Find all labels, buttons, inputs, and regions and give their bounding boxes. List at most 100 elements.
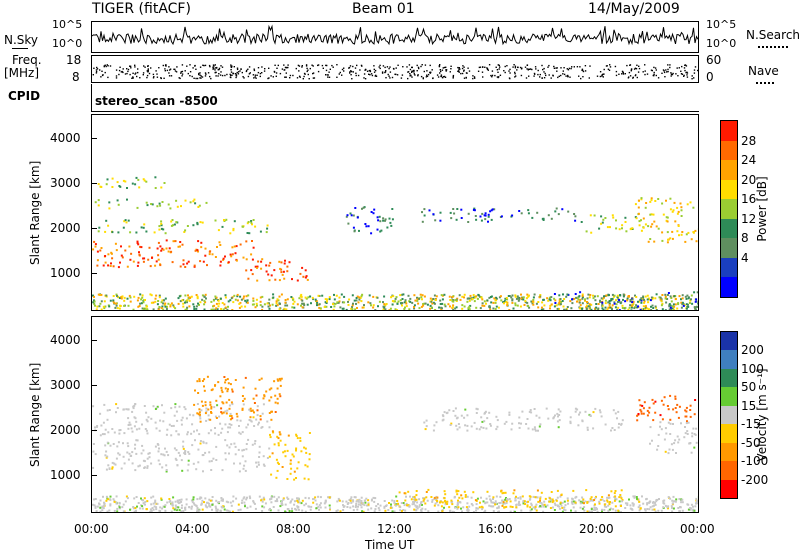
- scatter-cell: [678, 510, 681, 512]
- scatter-cell: [456, 507, 459, 510]
- echo-cell: [511, 506, 514, 508]
- scatter-cell: [363, 304, 365, 307]
- freq-dot: [618, 73, 620, 75]
- echo-cell: [554, 302, 557, 304]
- scatter-cell: [542, 504, 545, 507]
- freq-dot: [230, 74, 232, 77]
- scatter-cell: [177, 297, 180, 300]
- scatter-cell: [405, 502, 408, 505]
- echo-cell: [260, 377, 263, 380]
- scatter-cell: [146, 305, 148, 308]
- scatter-cell: [311, 296, 314, 299]
- freq-dot: [487, 69, 489, 71]
- echo-cell: [303, 446, 306, 449]
- echo-cell: [484, 410, 487, 413]
- scatter-cell: [587, 305, 589, 308]
- echo-cell: [270, 396, 273, 399]
- scatter-cell: [525, 297, 528, 300]
- scatter-cell: [550, 296, 553, 299]
- scatter-cell: [451, 510, 454, 512]
- echo-cell: [370, 211, 373, 213]
- echo-cell: [214, 415, 217, 418]
- freq-dot: [384, 71, 386, 74]
- echo-cell: [687, 421, 690, 424]
- echo-cell: [207, 408, 210, 411]
- scatter-cell: [588, 305, 591, 308]
- echo-cell: [200, 400, 203, 403]
- echo-cell: [686, 433, 689, 435]
- scatter-cell: [642, 305, 645, 308]
- scatter-cell: [514, 499, 517, 502]
- echo-cell: [464, 424, 467, 427]
- scatter-cell: [505, 505, 508, 508]
- echo-cell: [433, 496, 436, 499]
- echo-cell: [214, 384, 216, 387]
- echo-cell: [253, 442, 256, 445]
- ytick-label: 3000: [50, 377, 81, 392]
- scatter-cell: [193, 308, 196, 310]
- colorbar-tick-label: 24: [741, 153, 757, 168]
- freq-dot: [693, 69, 696, 71]
- scatter-cell: [394, 300, 397, 303]
- echo-cell: [483, 420, 486, 423]
- echo-cell: [163, 411, 166, 414]
- scatter-cell: [590, 508, 593, 511]
- echo-cell: [577, 424, 580, 427]
- echo-cell: [219, 395, 222, 398]
- colorbar-swatch: [721, 238, 737, 259]
- scatter-cell: [354, 506, 357, 508]
- echo-cell: [600, 297, 603, 300]
- echo-cell: [697, 302, 698, 305]
- scatter-cell: [403, 301, 406, 304]
- scatter-cell: [412, 502, 415, 505]
- scatter-cell: [324, 500, 327, 503]
- scatter-cell: [268, 298, 271, 301]
- scatter-cell: [472, 294, 475, 297]
- echo-cell: [295, 435, 298, 437]
- echo-cell: [148, 452, 151, 455]
- echo-cell: [252, 397, 255, 400]
- echo-cell: [117, 452, 120, 455]
- scatter-cell: [621, 304, 624, 307]
- scatter-cell: [664, 504, 667, 507]
- scatter-cell: [212, 308, 215, 310]
- echo-cell: [454, 407, 457, 410]
- freq-dot: [295, 67, 297, 70]
- freq-dot: [371, 74, 374, 77]
- echo-cell: [376, 216, 379, 219]
- freq-dot: [129, 65, 132, 67]
- colorbar-tick-label: 4: [741, 250, 749, 265]
- scatter-cell: [98, 502, 100, 505]
- echo-cell: [432, 429, 435, 432]
- scatter-cell: [463, 296, 465, 299]
- freq-dot: [514, 67, 517, 69]
- scatter-cell: [319, 496, 322, 499]
- echo-cell: [259, 418, 262, 421]
- scatter-cell: [152, 508, 155, 511]
- scatter-cell: [583, 506, 586, 509]
- echo-cell: [472, 491, 475, 494]
- freq-dot: [329, 68, 331, 70]
- echo-cell: [639, 308, 642, 310]
- echo-cell: [134, 447, 136, 450]
- scatter-cell: [414, 299, 417, 302]
- echo-cell: [556, 489, 559, 492]
- echo-cell: [601, 496, 604, 498]
- echo-cell: [571, 298, 574, 301]
- echo-cell: [610, 490, 613, 493]
- echo-cell: [227, 382, 230, 385]
- scatter-cell: [374, 508, 377, 511]
- echo-cell: [169, 207, 172, 210]
- echo-cell: [268, 412, 271, 414]
- scatter-cell: [522, 500, 525, 503]
- scatter-cell: [667, 507, 669, 510]
- scatter-cell: [642, 502, 645, 505]
- scatter-cell: [655, 306, 657, 309]
- scatter-cell: [220, 497, 223, 499]
- echo-cell: [277, 444, 280, 447]
- scatter-cell: [626, 299, 629, 302]
- cpid-value: stereo_scan -8500: [95, 94, 218, 108]
- echo-cell: [518, 210, 521, 212]
- scatter-cell: [319, 506, 322, 509]
- scatter-cell: [418, 307, 421, 310]
